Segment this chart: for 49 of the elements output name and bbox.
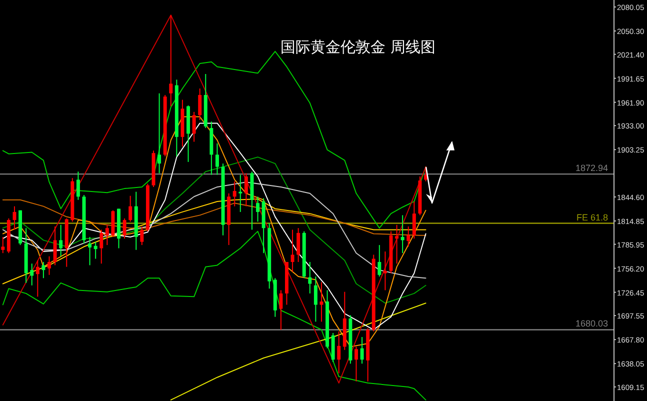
candlestick bbox=[290, 229, 294, 272]
candlestick bbox=[158, 92, 162, 174]
candlestick bbox=[337, 330, 341, 374]
candlestick bbox=[383, 250, 387, 291]
candlestick bbox=[314, 276, 318, 322]
candlestick bbox=[12, 206, 16, 230]
candlestick bbox=[198, 88, 202, 120]
candlestick bbox=[128, 195, 132, 222]
ref-line-label: 1680.03 bbox=[575, 318, 608, 329]
line-series bbox=[2, 199, 426, 236]
line-series bbox=[170, 302, 426, 400]
candlestick bbox=[53, 226, 57, 266]
candlestick bbox=[76, 171, 80, 200]
candlestick bbox=[244, 172, 248, 207]
candlestick bbox=[169, 14, 173, 107]
ref-line-label: FE 61.8 bbox=[576, 212, 608, 222]
candlestick bbox=[140, 226, 144, 246]
text: 国际黄金伦敦金 周线图 bbox=[280, 38, 436, 56]
candlestick bbox=[232, 180, 236, 207]
candlestick bbox=[30, 263, 34, 286]
candlestick bbox=[256, 196, 260, 222]
candlestick bbox=[122, 218, 126, 240]
candlestick bbox=[105, 224, 109, 246]
candlestick bbox=[36, 260, 40, 298]
candlestick bbox=[94, 241, 98, 260]
candlestick bbox=[1, 236, 5, 254]
candlestick bbox=[296, 228, 300, 262]
ref-line-label: 1872.94 bbox=[575, 163, 608, 174]
candlestick bbox=[100, 229, 104, 264]
line-series bbox=[2, 156, 426, 304]
candlestick bbox=[279, 290, 283, 330]
candlestick bbox=[395, 224, 399, 264]
line-series bbox=[2, 198, 426, 284]
candlestick bbox=[320, 282, 324, 322]
candlestick bbox=[400, 214, 404, 254]
candlestick bbox=[88, 236, 92, 266]
candlestick bbox=[48, 256, 51, 276]
candlestick bbox=[354, 346, 358, 382]
candlestick bbox=[192, 111, 196, 142]
candlestick bbox=[412, 200, 416, 240]
candlestick bbox=[238, 174, 242, 212]
candlestick bbox=[360, 336, 364, 364]
line-series bbox=[2, 230, 426, 400]
candlestick bbox=[378, 244, 382, 278]
candlestick bbox=[215, 142, 219, 176]
candlestick bbox=[308, 261, 312, 294]
candlestick bbox=[59, 224, 63, 257]
candlestick bbox=[42, 261, 46, 279]
candlestick bbox=[406, 226, 410, 248]
